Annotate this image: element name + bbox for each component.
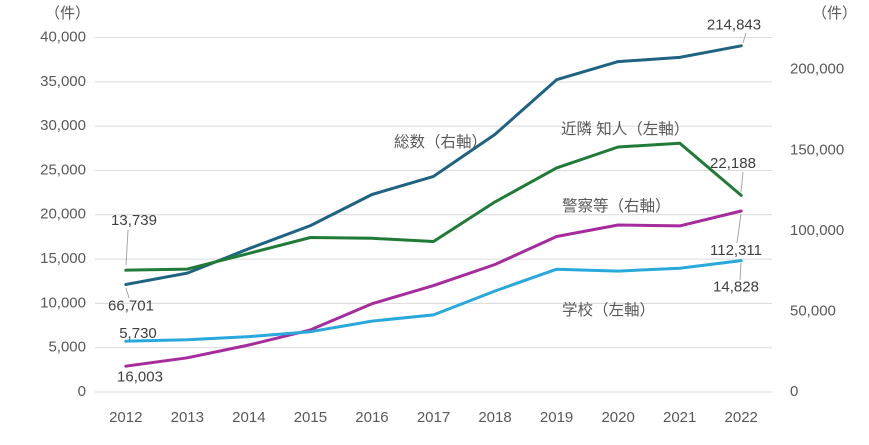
point-label-leader-line [739,262,742,281]
point-label-leader-line [125,287,130,299]
point-labels: 13,739 66,701 5,730 16,003 214,843 22,188 112,… [108,16,762,385]
series-label-school: 学校（左軸） [562,301,655,319]
point-label-school-2022: 14,828 [713,278,759,295]
series-line-neighbors [124,141,743,272]
left-axis-tick-label: 0 [78,383,86,400]
point-label-leader-line [736,213,742,244]
right-axis-tick-label: 150,000 [790,141,844,158]
point-label-police-2022: 112,311 [710,242,762,259]
left-axis-tick-label: 5,000 [48,339,86,356]
point-label-leader-line [742,32,747,44]
left-axis-tick-label: 20,000 [40,206,86,223]
x-axis-label: 2014 [232,409,265,426]
point-label-leader-line [125,229,129,266]
left-axis-tick-label: 10,000 [40,294,86,311]
series-label-total: 総数（右軸） [394,133,487,151]
x-axis-label: 2021 [663,409,696,426]
series-line-total [124,44,743,286]
point-label-school-2012: 5,730 [119,325,157,342]
series-line-school [124,259,743,343]
x-axis-label: 2013 [171,409,204,426]
point-label-total-2012: 66,701 [108,297,154,314]
point-label-leader-line [740,171,744,193]
x-axis-label: 2018 [478,409,511,426]
right-axis-unit-label: （件） [812,5,857,22]
x-axis-label: 2020 [601,409,634,426]
point-label-police-2012: 16,003 [117,368,163,385]
series-line-police [124,209,743,368]
x-axis-label: 2022 [725,409,758,426]
left-axis-tick-label: 30,000 [40,117,86,134]
point-label-neighbors-2022: 22,188 [710,155,756,172]
x-axis-label: 2012 [109,409,142,426]
left-axis-tick-label: 35,000 [40,73,86,90]
x-axis-label: 2015 [294,409,327,426]
right-axis-tick-label: 0 [790,383,798,400]
point-label-neighbors-2012: 13,739 [111,212,157,229]
point-label-total-2022: 214,843 [707,16,761,33]
left-axis-tick-label: 40,000 [40,28,86,45]
left-axis-tick-label: 25,000 [40,161,86,178]
left-axis-tick-label: 15,000 [40,250,86,267]
x-axis-label: 2016 [355,409,388,426]
right-axis-tick-label: 50,000 [790,302,836,319]
x-axis-label: 2019 [540,409,573,426]
right-axis-tick-label: 100,000 [790,222,844,239]
series-label-neighbors: 近隣 知人（左軸） [561,120,689,138]
gridlines [95,37,772,393]
x-axis-label: 2017 [417,409,450,426]
left-axis-unit-label: （件） [45,5,90,22]
series-label-police: 警察等（右軸） [562,197,671,215]
right-axis-tick-label: 200,000 [790,61,844,78]
